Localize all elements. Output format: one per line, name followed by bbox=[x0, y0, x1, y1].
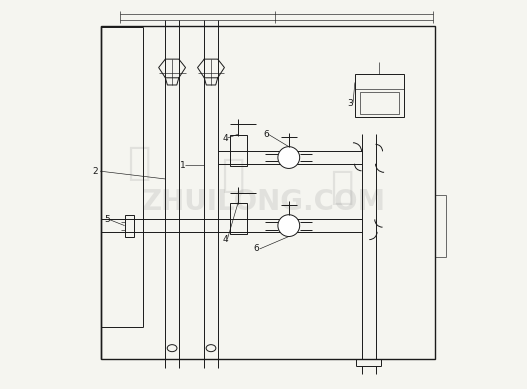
Text: 網: 網 bbox=[329, 168, 353, 206]
Text: 3: 3 bbox=[347, 98, 353, 108]
Circle shape bbox=[278, 215, 300, 237]
Text: 龍: 龍 bbox=[221, 156, 244, 194]
Bar bbox=[355, 74, 404, 117]
Text: 5: 5 bbox=[104, 215, 110, 224]
Text: 4: 4 bbox=[222, 235, 228, 244]
Circle shape bbox=[278, 147, 300, 168]
Text: 6: 6 bbox=[254, 244, 259, 254]
Text: 4: 4 bbox=[222, 133, 228, 143]
Text: 筑: 筑 bbox=[128, 144, 151, 182]
Text: 6: 6 bbox=[264, 130, 269, 139]
Bar bbox=[230, 203, 247, 234]
Bar bbox=[101, 26, 435, 359]
Bar bbox=[230, 135, 247, 166]
Text: ZHUILONG.COM: ZHUILONG.COM bbox=[141, 188, 386, 216]
Bar bbox=[124, 215, 134, 237]
Text: 2: 2 bbox=[92, 166, 98, 176]
Bar bbox=[359, 92, 399, 114]
Text: 1: 1 bbox=[180, 161, 186, 170]
